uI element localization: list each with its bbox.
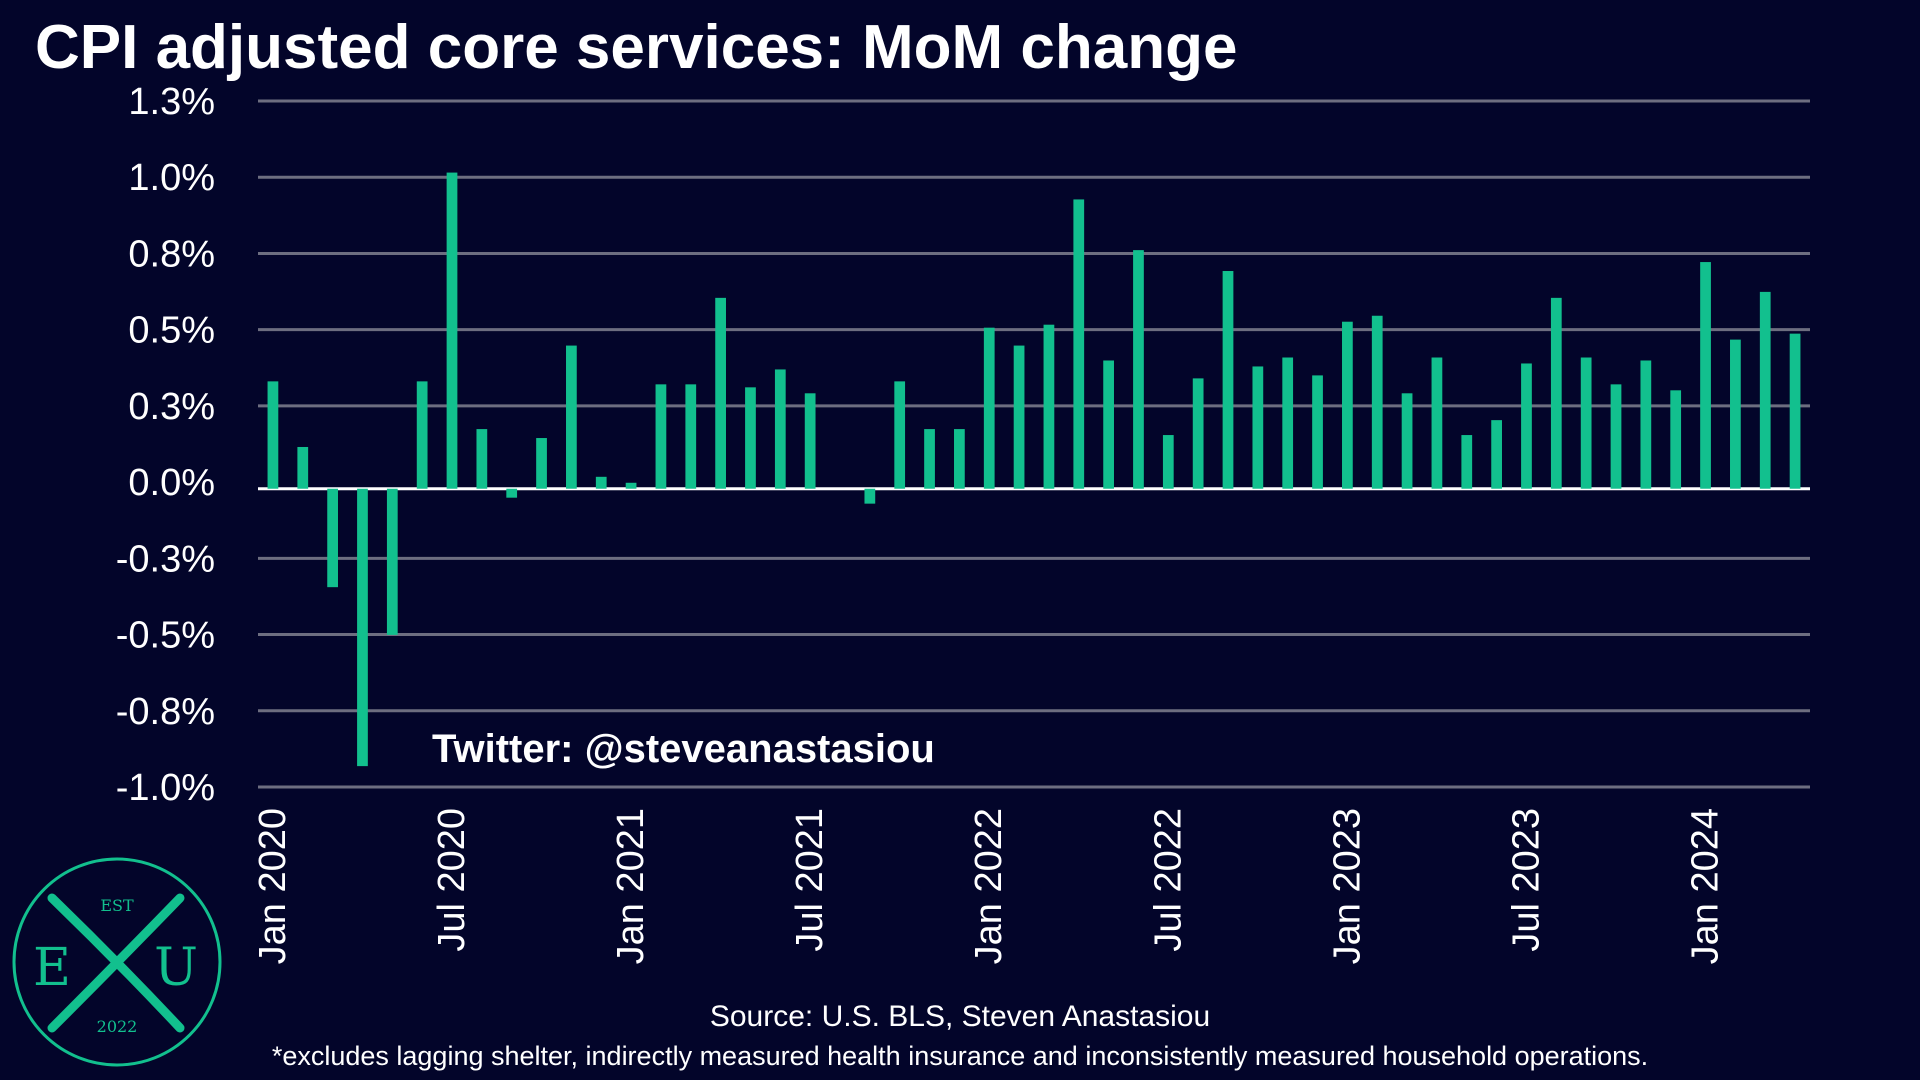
- logo-cross-icon: [47, 893, 185, 1033]
- twitter-annotation: Twitter: @steveanastasiou: [432, 727, 935, 771]
- x-tick-label: Jul 2021: [789, 808, 831, 952]
- y-tick-label: -0.3%: [116, 538, 215, 580]
- bar: [327, 488, 338, 588]
- bar: [1252, 366, 1264, 489]
- bar: [625, 482, 637, 489]
- bar: [1461, 435, 1473, 489]
- bar: [357, 488, 368, 767]
- grid: [258, 99, 1810, 789]
- logo-ring: [12, 857, 222, 1067]
- bar: [506, 488, 518, 498]
- x-axis-ticks: Jan 2020 Jul 2020 Jan 2021 Jul 2021 Jan 2022…: [252, 808, 1727, 964]
- bar: [1192, 378, 1204, 489]
- bar: [715, 297, 726, 489]
- footnote: *excludes lagging shelter, indirectly me…: [272, 1041, 1648, 1071]
- bar: [1491, 420, 1502, 489]
- y-tick-label: 1.0%: [128, 157, 215, 199]
- bar: [1610, 384, 1622, 489]
- bar: [1222, 271, 1234, 489]
- logo-letter-right: U: [154, 938, 198, 998]
- bar: [1580, 357, 1592, 489]
- logo-est: EST: [100, 896, 134, 915]
- bar: [446, 172, 458, 489]
- bar: [1103, 360, 1114, 489]
- source-note: Source: U.S. BLS, Steven Anastasiou: [710, 1000, 1210, 1033]
- bar: [595, 476, 607, 489]
- bar: [1521, 363, 1532, 489]
- logo-letter-left: E: [33, 938, 71, 998]
- bar: [536, 438, 547, 489]
- bar: [954, 429, 965, 489]
- bar: [1730, 339, 1741, 489]
- bar: [1670, 390, 1682, 489]
- bar: [1550, 297, 1562, 489]
- bar: [1133, 250, 1144, 489]
- bar: [804, 393, 816, 489]
- bar: [267, 381, 279, 489]
- bar: [745, 387, 756, 489]
- y-tick-label: 0.8%: [128, 233, 215, 275]
- bar: [1700, 262, 1711, 489]
- bar: [774, 369, 786, 489]
- x-tick-label: Jan 2022: [968, 808, 1010, 964]
- bar: [386, 488, 398, 635]
- bar: [1401, 393, 1413, 489]
- x-tick-label: Jan 2020: [252, 808, 294, 964]
- logo-year: 2022: [97, 1017, 138, 1036]
- bar: [1043, 324, 1055, 489]
- x-tick-label: Jul 2023: [1505, 808, 1547, 952]
- bar: [1013, 345, 1025, 489]
- bars: [267, 172, 1801, 767]
- x-tick-label: Jul 2022: [1147, 808, 1189, 952]
- y-tick-label: 0.3%: [128, 386, 215, 428]
- x-tick-label: Jan 2023: [1326, 808, 1368, 964]
- bar: [566, 345, 577, 489]
- y-tick-label: 0.5%: [128, 310, 215, 352]
- bar: [1431, 357, 1443, 489]
- x-tick-label: Jul 2020: [431, 808, 473, 952]
- exu-logo: EST E U 2022: [12, 857, 222, 1067]
- bar: [476, 429, 488, 489]
- bar: [1312, 375, 1323, 489]
- bar: [1640, 360, 1652, 489]
- bar: [1371, 315, 1383, 489]
- bar: [1282, 357, 1294, 489]
- y-tick-label: 0.0%: [128, 462, 215, 504]
- chart-title: CPI adjusted core services: MoM change: [35, 13, 1238, 82]
- bar: [655, 384, 667, 489]
- bar: [685, 384, 697, 489]
- y-tick-label: 1.3%: [128, 81, 215, 123]
- bar: [983, 327, 995, 489]
- bar: [297, 446, 309, 489]
- bar: [894, 381, 906, 489]
- y-tick-label: -0.8%: [116, 691, 215, 733]
- y-axis-ticks: 1.3% 1.0% 0.8% 0.5% 0.3% 0.0% -0.3% -0.5% -0.8% -…: [116, 81, 215, 809]
- x-tick-label: Jan 2021: [610, 808, 652, 964]
- bar: [1759, 291, 1771, 489]
- y-tick-label: -0.5%: [116, 615, 215, 657]
- bar: [1789, 333, 1801, 489]
- bar: [1073, 199, 1085, 489]
- bar: [864, 488, 876, 504]
- bar: [416, 381, 428, 489]
- x-tick-label: Jan 2024: [1685, 808, 1727, 964]
- bar: [924, 429, 935, 489]
- bar: [1342, 321, 1353, 489]
- y-tick-label: -1.0%: [116, 767, 215, 809]
- bar: [1162, 435, 1174, 489]
